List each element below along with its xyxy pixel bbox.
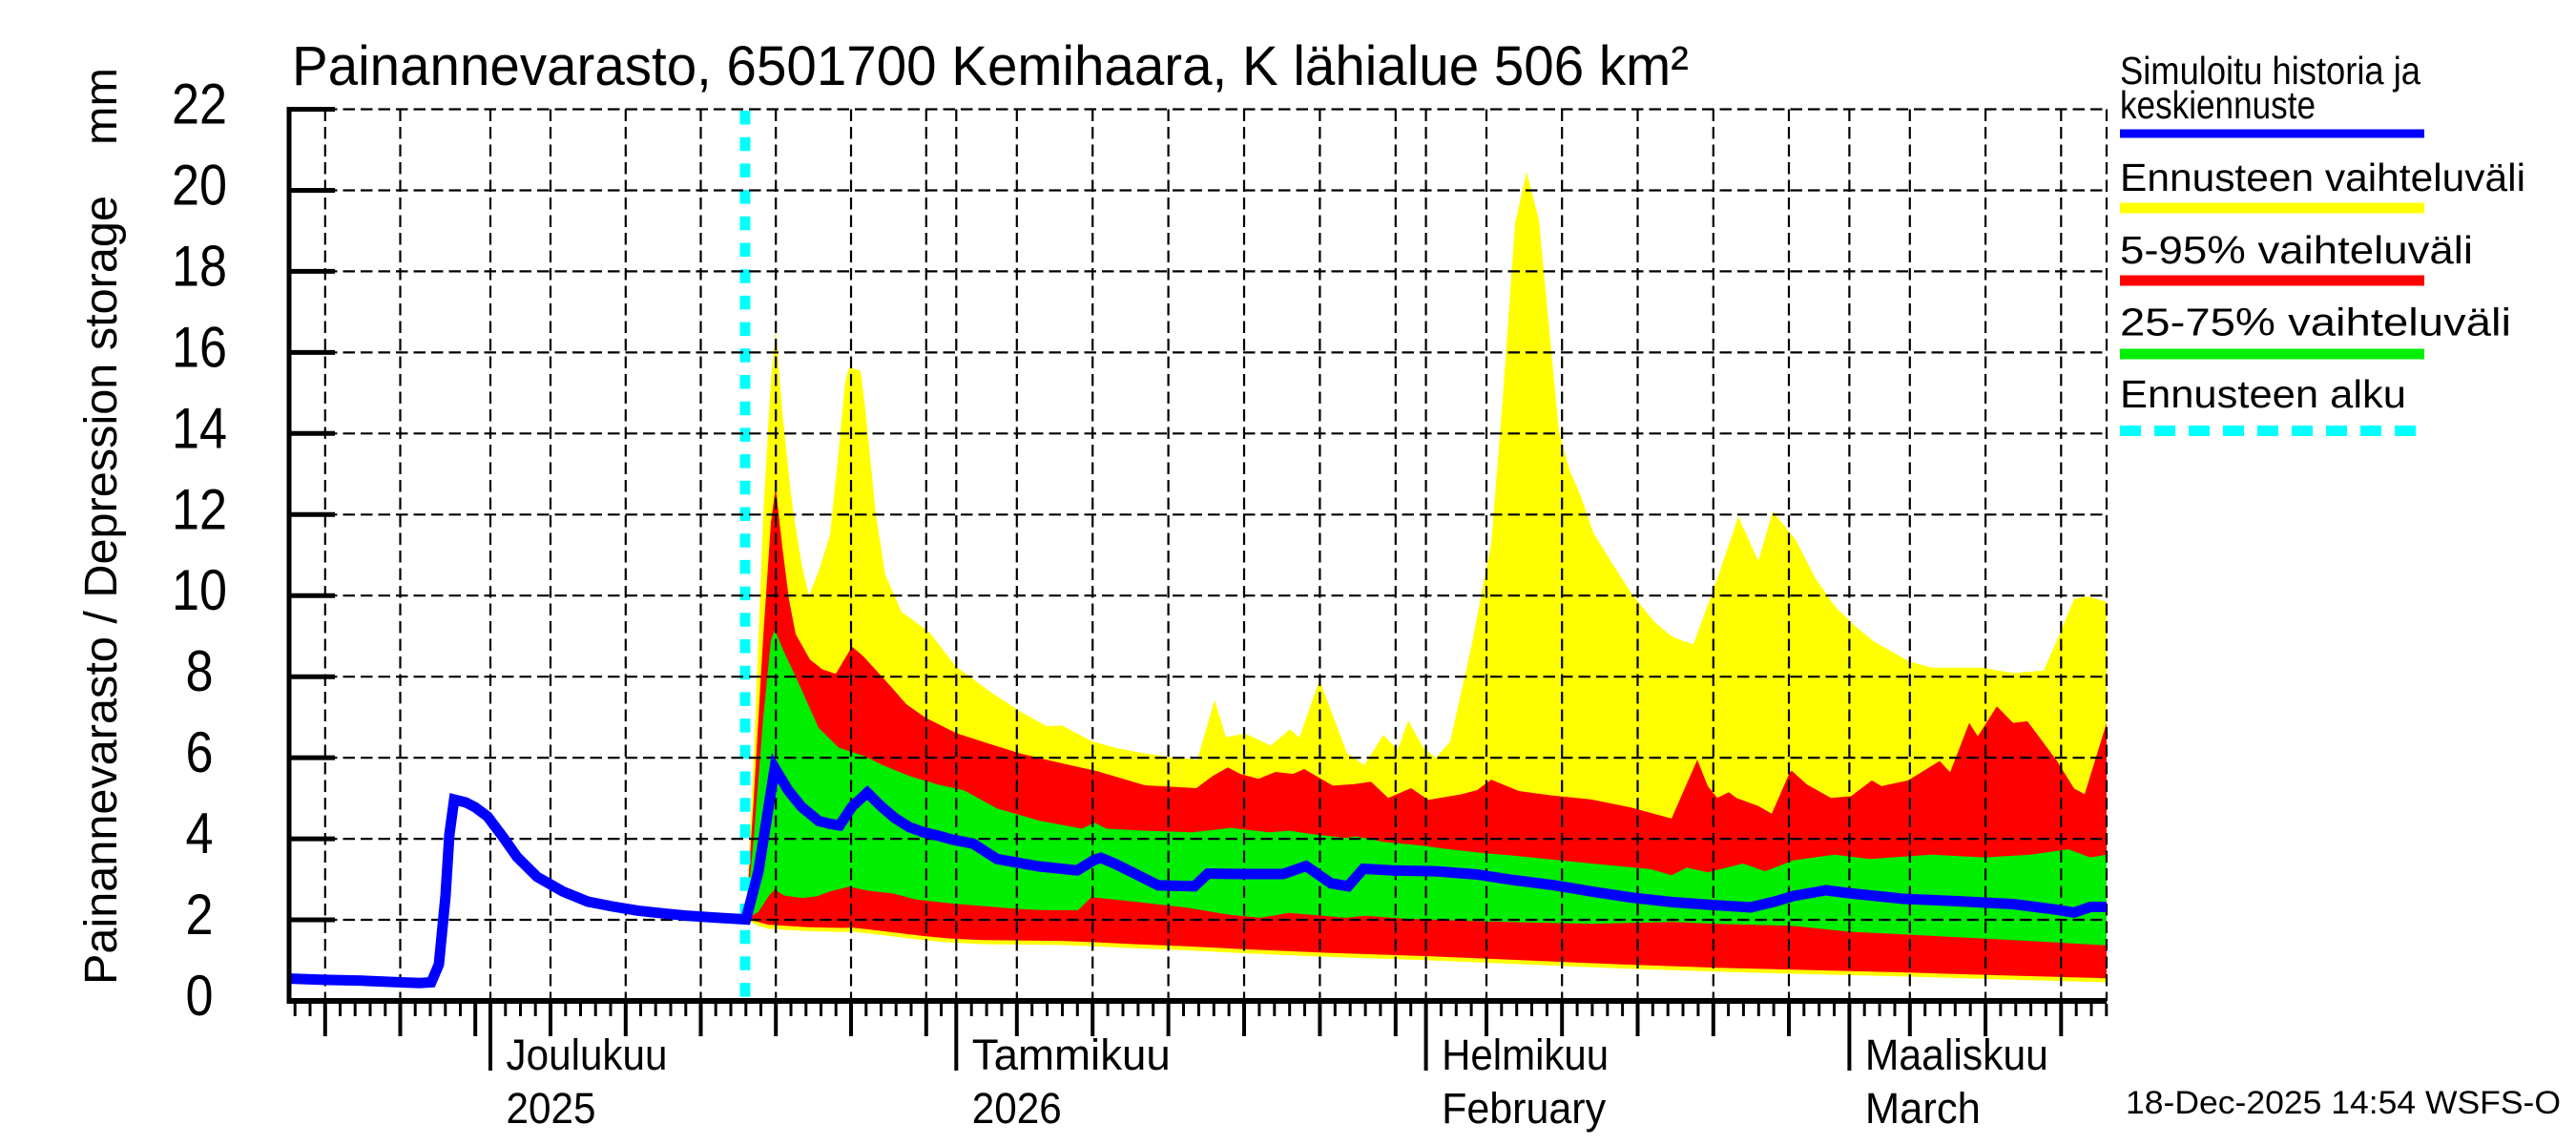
svg-text:mm: mm [76,68,127,145]
svg-text:2: 2 [186,883,214,947]
svg-text:10: 10 [172,558,227,622]
svg-text:6: 6 [186,720,214,784]
svg-text:25-75% vaihteluväli: 25-75% vaihteluväli [2120,301,2511,344]
svg-text:Joulukuu: Joulukuu [507,1030,668,1079]
svg-text:8: 8 [186,639,214,703]
svg-text:5-95% vaihteluväli: 5-95% vaihteluväli [2120,228,2473,272]
svg-text:Painannevarasto / Depression s: Painannevarasto / Depression storage [76,196,127,985]
svg-text:Tammikuu: Tammikuu [972,1030,1171,1079]
svg-text:20: 20 [172,153,227,217]
svg-text:Ennusteen vaihteluväli: Ennusteen vaihteluväli [2120,156,2525,199]
svg-text:Ennusteen alku: Ennusteen alku [2120,372,2406,416]
svg-text:12: 12 [172,477,227,541]
svg-text:March: March [1865,1084,1981,1133]
svg-text:16: 16 [172,315,227,379]
svg-text:18-Dec-2025 14:54 WSFS-O: 18-Dec-2025 14:54 WSFS-O [2126,1085,2561,1121]
svg-text:February: February [1442,1084,1606,1133]
svg-text:2026: 2026 [972,1084,1062,1133]
svg-text:keskiennuste: keskiennuste [2120,83,2316,127]
svg-text:14: 14 [172,396,227,460]
svg-text:2025: 2025 [507,1084,596,1133]
svg-text:Helmikuu: Helmikuu [1442,1030,1609,1079]
svg-text:18: 18 [172,234,227,298]
svg-text:Painannevarasto, 6501700 Kemih: Painannevarasto, 6501700 Kemihaara, K lä… [292,35,1689,97]
svg-text:22: 22 [172,73,227,136]
svg-text:Maaliskuu: Maaliskuu [1865,1030,2048,1079]
svg-text:Simuloitu historia ja: Simuloitu historia ja [2120,49,2420,93]
svg-text:0: 0 [186,964,214,1028]
svg-text:4: 4 [186,802,214,865]
